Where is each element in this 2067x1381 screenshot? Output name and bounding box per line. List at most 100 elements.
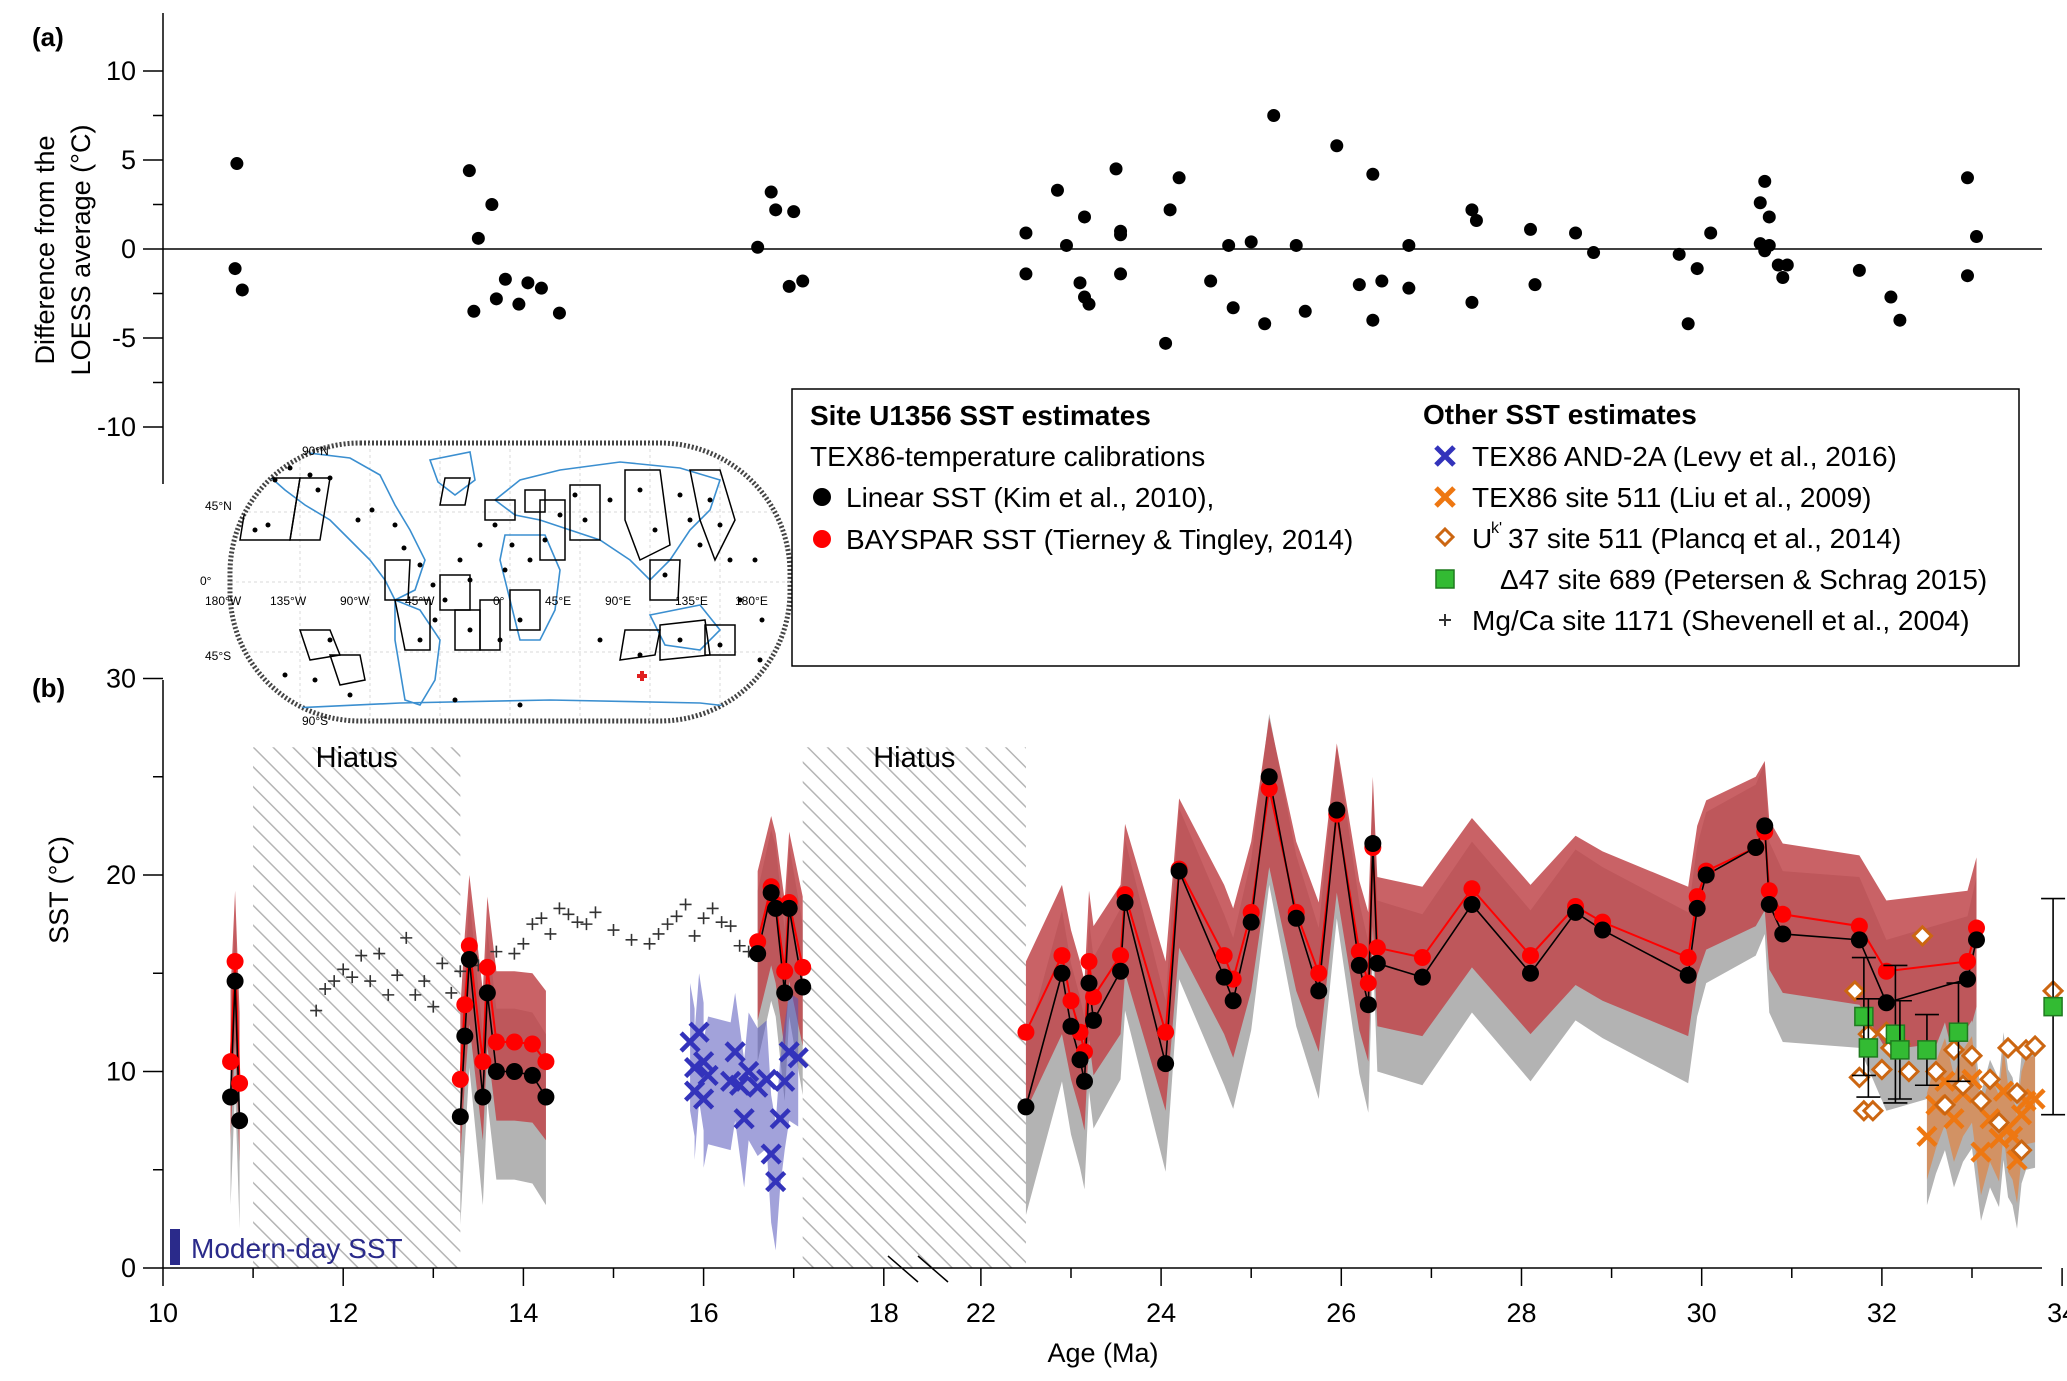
mgca-point xyxy=(445,986,458,999)
mgca-point xyxy=(643,937,656,950)
site511-tex86-point xyxy=(1916,1125,1938,1147)
bayspar-point xyxy=(1413,949,1431,967)
difference-point xyxy=(796,274,810,288)
bayspar-point xyxy=(1085,988,1103,1006)
difference-point xyxy=(1082,297,1096,311)
difference-point xyxy=(1762,238,1776,252)
difference-point xyxy=(1019,267,1033,281)
map-lon-label: 90°E xyxy=(605,594,631,608)
linear-point xyxy=(1071,1051,1089,1069)
x-tick-label: 28 xyxy=(1506,1298,1536,1328)
difference-point xyxy=(1465,203,1479,217)
difference-point xyxy=(1019,226,1033,240)
panel-b-xlabel: Age (Ma) xyxy=(1047,1338,1158,1368)
difference-point xyxy=(1960,269,1974,283)
linear-point xyxy=(1350,956,1368,974)
difference-point xyxy=(1366,167,1380,181)
hiatus-area xyxy=(253,747,461,1268)
linear-point xyxy=(1112,962,1130,980)
bayspar-point xyxy=(1368,939,1386,957)
difference-point xyxy=(1172,171,1186,185)
bayspar-uncertainty-band xyxy=(460,875,546,1158)
y-tick-label: 5 xyxy=(121,145,136,175)
x-tick-label: 16 xyxy=(689,1298,719,1328)
world-map-inset: 90°N 45°N 0° 45°S 90°S 180°W 135°W 90°W … xyxy=(200,440,793,728)
axis-break-mark-left xyxy=(887,1255,919,1283)
difference-point xyxy=(534,281,548,295)
difference-point xyxy=(485,198,499,211)
uncertainty-bands xyxy=(230,713,2036,1251)
mgca-point xyxy=(553,902,566,915)
difference-point xyxy=(1753,196,1767,210)
bayspar-point xyxy=(474,1053,492,1071)
sst-series xyxy=(222,768,2066,1193)
and2a-point xyxy=(760,1143,782,1165)
difference-point xyxy=(1569,226,1583,240)
difference-point xyxy=(764,185,778,199)
linear-point xyxy=(231,1112,249,1130)
difference-point xyxy=(512,297,526,311)
linear-point xyxy=(222,1088,240,1106)
and2a-point xyxy=(765,1170,787,1193)
uk37-point xyxy=(1969,1089,1993,1113)
difference-point xyxy=(1469,214,1483,228)
linear-point xyxy=(1310,982,1328,1000)
bayspar-point xyxy=(1967,919,1985,937)
mgca-point xyxy=(526,918,539,931)
mgca-point xyxy=(571,916,584,929)
difference-point xyxy=(1758,174,1772,188)
mgca-point xyxy=(670,910,683,923)
difference-point xyxy=(1114,228,1128,242)
difference-point xyxy=(1163,203,1177,217)
hiatus-label: Hiatus xyxy=(316,742,398,774)
mgca-point xyxy=(490,945,503,958)
uk37-point xyxy=(2010,1138,2033,1162)
mgca-point xyxy=(346,971,359,984)
panel-a-ylabel-line2: LOESS average (°C) xyxy=(66,125,96,376)
mgca-point xyxy=(733,939,746,952)
and2a-point xyxy=(787,1047,809,1069)
bayspar-point xyxy=(1080,952,1098,970)
x-tick-label: 14 xyxy=(508,1298,538,1328)
bayspar-point xyxy=(1157,1023,1175,1041)
uk37-point xyxy=(1978,1068,2002,1091)
map-lat-label: 0° xyxy=(200,574,212,588)
mgca-point xyxy=(337,963,350,976)
linear-point xyxy=(1157,1055,1175,1073)
panel-b-y-ticks: 30 20 10 0 xyxy=(106,664,163,1283)
mgca-point xyxy=(544,927,557,940)
mgca-point xyxy=(400,931,413,944)
x-tick-label: 32 xyxy=(1867,1298,1897,1328)
linear-point xyxy=(1679,966,1697,984)
bayspar-point xyxy=(1359,974,1377,992)
and2a-point xyxy=(756,1068,778,1090)
and2a-point xyxy=(724,1041,746,1063)
legend-item-and2a: TEX86 AND-2A (Levy et al., 2016) xyxy=(1472,441,1897,472)
delta47-point xyxy=(1854,1006,1874,1027)
panel-a-points xyxy=(228,109,1983,350)
difference-point xyxy=(1204,274,1218,288)
mgca-point xyxy=(715,916,728,929)
difference-point xyxy=(1114,267,1128,281)
difference-point xyxy=(1780,258,1794,272)
x-tick-label: 18 xyxy=(869,1298,899,1328)
panel-a-y-ticks: 10 5 0 -5 -10 xyxy=(97,56,163,442)
y-tick-label: 0 xyxy=(121,1253,136,1283)
bayspar-point xyxy=(1463,880,1481,898)
uk37-point xyxy=(1987,1111,2011,1134)
mgca-point xyxy=(652,927,665,940)
difference-point xyxy=(1267,109,1281,122)
difference-point xyxy=(1884,290,1898,304)
linear-point xyxy=(1567,903,1585,921)
linear-point xyxy=(1958,970,1976,988)
x-tick-label: 10 xyxy=(148,1298,178,1328)
bayspar-point xyxy=(1774,905,1792,923)
bayspar-point xyxy=(1062,992,1080,1010)
bayspar-point xyxy=(794,958,812,976)
difference-point xyxy=(1690,262,1704,276)
panel-b-label: (b) xyxy=(32,673,65,703)
difference-point xyxy=(1244,235,1258,249)
uk37-point xyxy=(1960,1044,1984,1067)
linear-point xyxy=(1594,921,1612,939)
difference-point xyxy=(1852,263,1866,277)
